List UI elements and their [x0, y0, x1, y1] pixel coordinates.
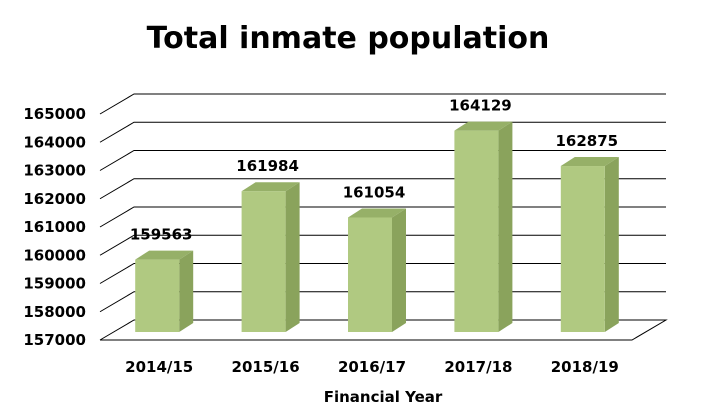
bar-top [560, 157, 619, 167]
grid-lines [99, 93, 668, 341]
bar-2016/17 [348, 208, 406, 332]
bar-side [498, 121, 513, 333]
y-tick-label: 161000 [23, 218, 86, 236]
bar-front [348, 217, 392, 332]
bar-side [179, 250, 194, 332]
bar-front [135, 259, 180, 332]
bar-2014/15 [135, 250, 194, 332]
bar-2017/18 [454, 121, 513, 333]
data-label: 164129 [449, 97, 512, 115]
data-label: 161984 [236, 157, 299, 175]
bar-front [454, 130, 499, 332]
y-tick-label: 158000 [23, 303, 86, 321]
chart-title: Total inmate population [147, 21, 550, 56]
x-tick-label: 2016/17 [338, 358, 406, 376]
y-tick-label: 159000 [23, 275, 86, 293]
bar-2018/19 [560, 157, 619, 332]
data-labels: 159563 161984 161054 164129 162875 [130, 97, 618, 244]
bar-side [392, 208, 406, 332]
y-tick-label: 157000 [23, 331, 86, 349]
y-tick-label: 163000 [23, 162, 86, 180]
bar-top [454, 121, 513, 131]
bar-side [604, 157, 619, 332]
data-label: 159563 [130, 226, 193, 244]
grid-line-157000 [99, 319, 668, 341]
x-tick-label: 2014/15 [125, 358, 193, 376]
bar-side [285, 182, 300, 332]
x-axis-label: Financial Year [324, 388, 443, 406]
bar-2015/16 [241, 182, 300, 332]
y-tick-label: 162000 [23, 190, 86, 208]
y-axis-tick-labels: 157000 158000 159000 160000 161000 162000 1630… [23, 105, 86, 349]
y-tick-label: 165000 [23, 105, 86, 123]
bar-front [241, 191, 286, 332]
y-tick-label: 164000 [23, 133, 86, 151]
x-tick-label: 2018/19 [551, 358, 619, 376]
bar-top [135, 250, 194, 260]
x-tick-label: 2015/16 [232, 358, 300, 376]
data-label: 161054 [343, 183, 406, 201]
x-tick-label: 2017/18 [444, 358, 512, 376]
bar-top [348, 208, 406, 218]
bar-top [241, 182, 300, 192]
y-tick-label: 160000 [23, 246, 86, 264]
bar-front [560, 166, 605, 332]
grid-line-165000 [99, 93, 666, 115]
x-axis-category-labels: 2014/15 2015/16 2016/17 2017/18 2018/19 [125, 358, 619, 376]
bars [135, 121, 619, 333]
data-label: 162875 [555, 132, 618, 150]
